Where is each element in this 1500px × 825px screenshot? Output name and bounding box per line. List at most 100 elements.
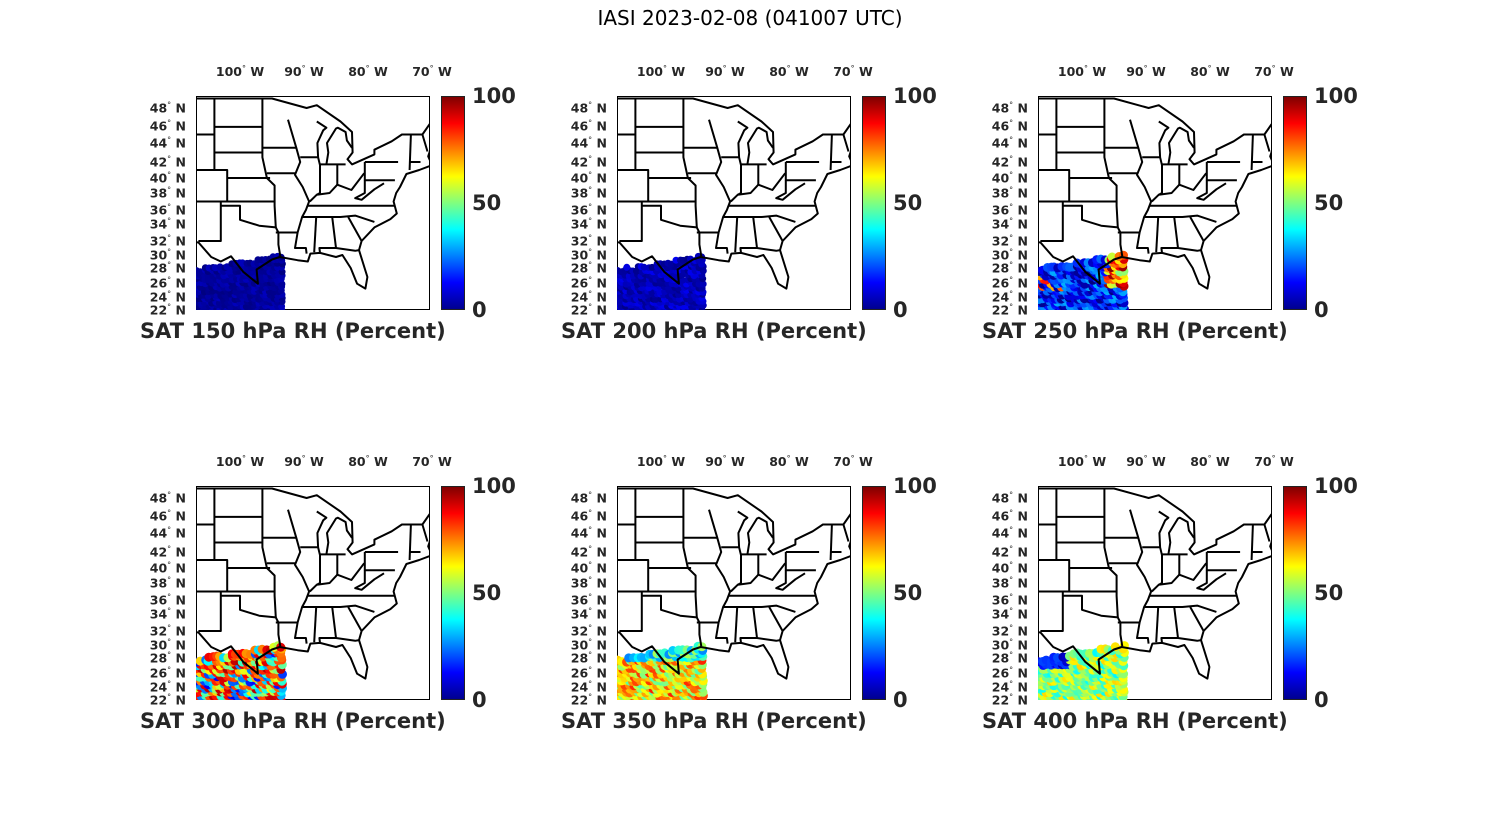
lat-tick-label: 26° N <box>570 275 607 291</box>
boundary-line <box>316 554 321 586</box>
boundary-line <box>363 552 395 572</box>
boundary-line <box>723 604 796 613</box>
panel-title: SAT 300 hPa RH (Percent) <box>140 709 446 733</box>
boundary-line <box>829 134 833 171</box>
data-swath <box>196 252 286 310</box>
map-plot <box>196 97 430 310</box>
boundary-line <box>756 247 781 252</box>
boundary-line <box>198 201 222 242</box>
lat-tick-label: 32° N <box>991 233 1028 249</box>
boundary-line <box>347 216 363 242</box>
boundary-line <box>1263 524 1271 542</box>
boundary-line <box>363 162 395 182</box>
lat-tick-label: 26° N <box>991 665 1028 681</box>
boundary-line <box>1062 204 1124 257</box>
lat-tick-label: 22° N <box>149 692 186 708</box>
boundary-line <box>1158 554 1163 586</box>
boundary-line <box>1040 591 1064 632</box>
lat-tick-label: 28° N <box>149 650 186 666</box>
lat-tick-label: 46° N <box>570 118 607 134</box>
boundary-line <box>746 126 774 165</box>
map-plot <box>617 487 851 700</box>
lon-tick-label: 70° W <box>833 64 873 80</box>
lat-tick-label: 30° N <box>149 637 186 653</box>
lon-tick-label: 100° W <box>1057 64 1107 80</box>
boundary-line <box>1144 214 1217 223</box>
lat-tick-label: 26° N <box>149 275 186 291</box>
data-swath <box>1038 250 1129 310</box>
lat-tick-label: 24° N <box>149 289 186 305</box>
boundary-line <box>421 134 429 152</box>
lon-tick-label: 90° W <box>705 454 745 470</box>
lat-tick-label: 46° N <box>149 508 186 524</box>
lon-tick-label: 70° W <box>1254 64 1294 80</box>
boundary-line <box>708 509 732 644</box>
lat-tick-label: 24° N <box>570 679 607 695</box>
colorbar-tick-label: 100 <box>472 474 516 498</box>
lat-tick-label: 30° N <box>149 247 186 263</box>
boundary-line <box>302 214 375 223</box>
boundary-line <box>196 487 430 680</box>
colorbar-tick-label: 100 <box>893 84 937 108</box>
map-axes <box>196 96 430 310</box>
boundary-line <box>1038 169 1071 202</box>
lon-tick-label: 90° W <box>705 64 745 80</box>
boundary-line <box>335 637 360 642</box>
boundary-line <box>1205 162 1237 182</box>
boundary-line <box>617 97 851 290</box>
colorbar <box>1283 486 1307 700</box>
lat-tick-label: 22° N <box>570 692 607 708</box>
lon-tick-label: 70° W <box>412 64 452 80</box>
boundary-line <box>829 524 833 561</box>
lat-tick-label: 32° N <box>570 623 607 639</box>
map-axes <box>1038 96 1272 310</box>
lat-tick-label: 34° N <box>149 606 186 622</box>
boundary-line <box>617 487 851 680</box>
lon-tick-label: 100° W <box>1057 454 1107 470</box>
boundary-line <box>1158 120 1170 166</box>
lat-tick-label: 34° N <box>991 606 1028 622</box>
boundary-line <box>318 216 337 254</box>
lon-tick-label: 80° W <box>1190 64 1230 80</box>
data-point <box>623 263 631 271</box>
colorbar-tick-label: 100 <box>472 84 516 108</box>
colorbar <box>862 96 886 310</box>
boundary-line <box>756 637 781 642</box>
lat-tick-label: 44° N <box>570 135 607 151</box>
colorbar-tick-label: 50 <box>893 191 923 215</box>
data-swath <box>1038 641 1129 700</box>
boundary-line <box>682 488 698 618</box>
boundary-line <box>1103 98 1119 228</box>
lat-tick-label: 44° N <box>149 135 186 151</box>
lat-tick-label: 36° N <box>149 202 186 218</box>
boundary-line <box>737 510 749 556</box>
lon-tick-label: 100° W <box>636 454 686 470</box>
lat-tick-label: 42° N <box>570 154 607 170</box>
colorbar-tick-label: 50 <box>893 581 923 605</box>
boundary-line <box>775 570 806 591</box>
lat-tick-label: 30° N <box>570 637 607 653</box>
colorbar-tick-label: 50 <box>472 581 502 605</box>
lat-tick-label: 40° N <box>570 560 607 576</box>
boundary-line <box>347 606 363 632</box>
lat-tick-label: 44° N <box>149 525 186 541</box>
boundary-line <box>641 594 703 647</box>
boundary-line <box>1155 606 1160 643</box>
boundary-line <box>325 516 353 555</box>
boundary-line <box>309 562 365 593</box>
lat-tick-label: 42° N <box>149 154 186 170</box>
lon-tick-label: 70° W <box>412 454 452 470</box>
figure-title: IASI 2023-02-08 (041007 UTC) <box>597 6 903 30</box>
lat-tick-label: 38° N <box>991 575 1028 591</box>
boundary-line <box>842 524 850 542</box>
lat-tick-label: 22° N <box>149 302 186 318</box>
map-axes <box>617 486 851 700</box>
lat-tick-label: 42° N <box>991 154 1028 170</box>
boundary-line <box>1177 247 1202 252</box>
lat-tick-label: 26° N <box>570 665 607 681</box>
data-point <box>648 263 656 271</box>
boundary-line <box>682 98 698 228</box>
boundary-line <box>739 216 758 254</box>
boundary-line <box>1250 524 1254 561</box>
boundary-line <box>313 606 318 643</box>
